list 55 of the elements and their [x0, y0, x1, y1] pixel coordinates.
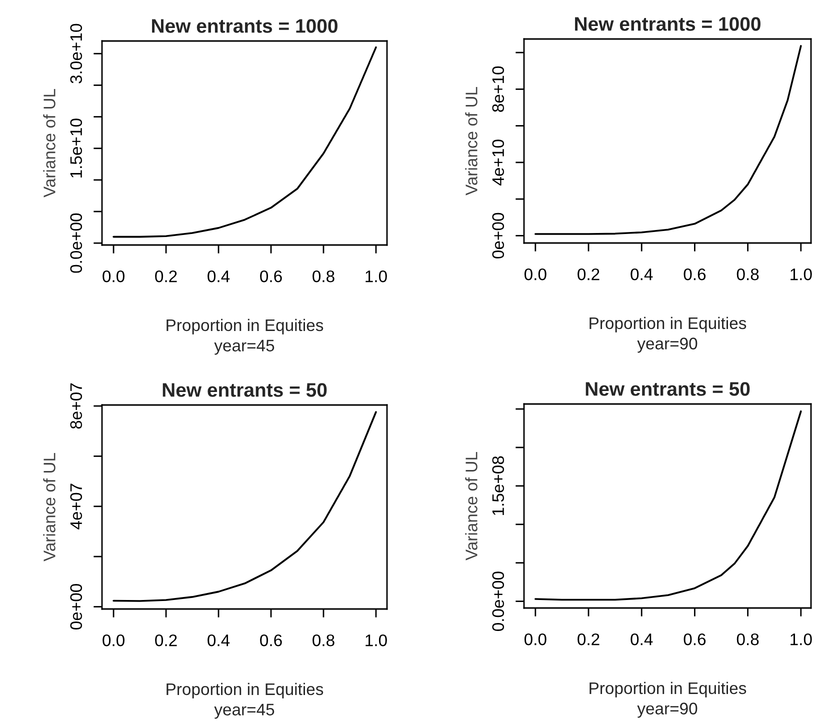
line-series [112, 46, 377, 238]
y-tick-label: 4e+10 [492, 140, 504, 186]
line-series [534, 410, 802, 601]
x-tick-label: 0.0 [102, 270, 124, 282]
x-axis-title: Proportion in Equities [166, 682, 324, 698]
y-tick-label: 1.5e+08 [492, 456, 504, 516]
x-tick-label: 0.2 [578, 633, 600, 646]
x-tick-label: 0.8 [736, 268, 759, 280]
chart-title: New entrants = 50 [586, 382, 750, 396]
y-tick-label: 0e+00 [70, 584, 82, 630]
x-tick-label: 0.4 [630, 633, 653, 646]
x-tick-label: 1.0 [366, 270, 387, 282]
y-axis-title: Variance of UL [43, 89, 56, 198]
y-tick-label: 8e+10 [492, 66, 504, 112]
x-tick-label: 1.0 [366, 634, 387, 646]
x-tick-label: 0.0 [102, 634, 124, 646]
x-axis-title: Proportion in Equities [590, 682, 746, 698]
x-tick-label: 0.0 [524, 633, 546, 646]
y-tick-label: 1.5e+10 [70, 118, 82, 178]
x-axis-title: Proportion in Equities [590, 316, 746, 332]
x-tick-label: 0.4 [630, 268, 653, 280]
text: year=45 [214, 704, 274, 719]
y-axis-title: Variance of UL [43, 453, 56, 562]
x-tick-label: 0.6 [684, 633, 706, 646]
x-tick-label: 0.8 [312, 634, 334, 646]
y-tick-label: 0.0e+00 [492, 572, 504, 632]
chart-title: New entrants = 1000 [575, 17, 760, 31]
y-tick-label: 3.0e+10 [70, 24, 82, 84]
y-tick-label: 4e+07 [70, 484, 82, 530]
x-tick-label: 0.0 [524, 268, 546, 280]
x-tick-label: 1.0 [790, 268, 812, 280]
y-axis-title: Variance of UL [465, 87, 478, 196]
x-tick-label: 0.6 [684, 268, 706, 280]
x-tick-label: 0.8 [736, 633, 759, 646]
y-tick-label: 8e+07 [70, 383, 82, 429]
x-tick-label: 0.2 [155, 634, 177, 646]
x-tick-label: 0.4 [208, 634, 230, 646]
x-tick-label: 0.4 [208, 270, 230, 282]
x-tick-label: 0.6 [260, 634, 282, 646]
text: year=90 [637, 702, 698, 718]
x-tick-label: 0.2 [155, 270, 177, 282]
x-tick-label: 0.6 [260, 270, 282, 282]
x-tick-label: 0.8 [312, 270, 334, 282]
x-axis-title: Proportion in Equities [166, 318, 324, 334]
text: year=45 [214, 340, 274, 355]
line-series [112, 411, 377, 602]
text: year=90 [637, 338, 698, 353]
x-tick-label: 0.2 [578, 268, 600, 280]
chart-title: New entrants = 50 [162, 383, 327, 397]
line-series [534, 45, 802, 235]
y-axis-title: Variance of UL [465, 452, 478, 560]
x-tick-label: 1.0 [790, 633, 812, 646]
chart-title: New entrants = 1000 [152, 19, 338, 33]
y-tick-label: 0.0e+00 [70, 213, 82, 273]
y-tick-label: 0e+00 [492, 212, 504, 258]
